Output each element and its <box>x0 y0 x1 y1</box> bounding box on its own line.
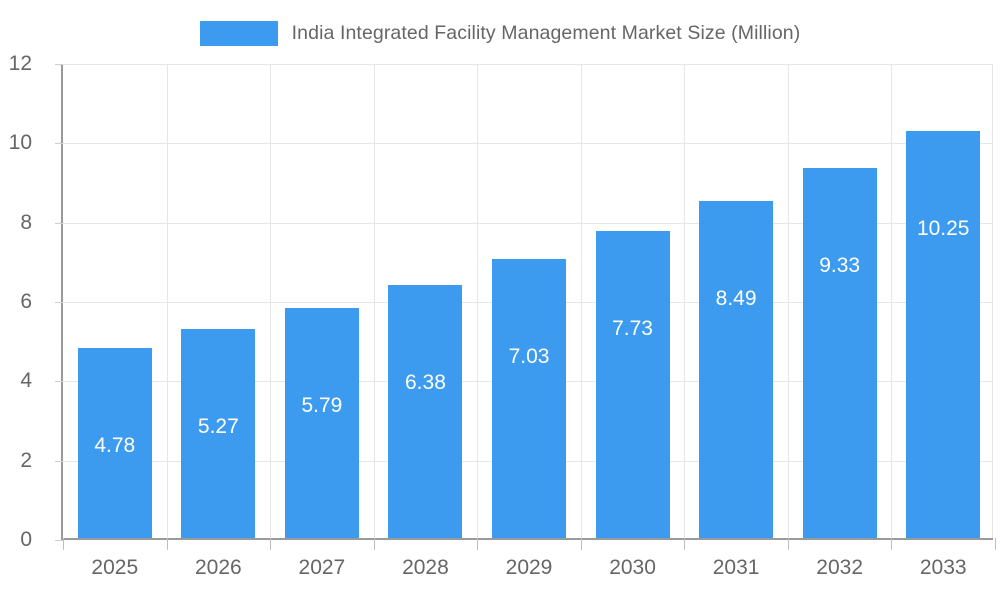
category-separator <box>684 64 686 538</box>
y-tick-mark <box>55 381 63 383</box>
bar-value-label: 5.79 <box>301 394 343 418</box>
x-axis-label: 2031 <box>712 556 760 579</box>
y-tick-mark <box>55 64 63 65</box>
bar[interactable]: 7.03 <box>492 259 566 538</box>
bar-value-label: 7.03 <box>508 345 550 369</box>
x-tick-mark <box>787 538 789 550</box>
legend-color-swatch[interactable] <box>199 20 278 46</box>
category-separator <box>270 64 272 538</box>
bar-value-label: 6.38 <box>405 370 446 394</box>
bar[interactable]: 5.27 <box>181 328 256 538</box>
x-axis-label: 2027 <box>298 556 346 579</box>
bar[interactable]: 9.33 <box>802 167 877 538</box>
bar[interactable]: 8.49 <box>699 201 774 538</box>
x-axis-label: 2033 <box>919 556 967 579</box>
category-separator <box>891 64 893 538</box>
y-axis-label: 0 <box>20 528 32 551</box>
bar-value-label: 10.25 <box>916 217 970 241</box>
x-tick-mark <box>891 538 893 550</box>
plot-area: 0 2 4 6 8 10 12 4.78 5.27 5.79 6.38 7.03 7.73 8.49 9.… <box>9 52 996 579</box>
bar[interactable]: 4.78 <box>77 348 152 538</box>
bar-value-label: 9.33 <box>819 253 861 277</box>
bar[interactable]: 6.38 <box>388 284 463 538</box>
y-axis-label: 8 <box>20 210 32 234</box>
bar[interactable]: 10.25 <box>906 131 981 538</box>
y-axis-label: 6 <box>20 290 32 313</box>
x-tick-mark <box>477 538 479 550</box>
y-tick-mark <box>55 143 63 145</box>
category-separator <box>166 64 168 538</box>
legend-label[interactable]: India Integrated Facility Management Mar… <box>291 21 801 44</box>
bar-value-label: 7.73 <box>612 317 653 341</box>
category-separator <box>373 64 375 538</box>
chart-legend: India Integrated Facility Management Mar… <box>0 14 1000 52</box>
x-axis-label: 2026 <box>194 556 242 579</box>
y-axis-label: 2 <box>20 448 32 472</box>
x-tick-mark <box>373 538 375 550</box>
category-separator <box>787 64 789 538</box>
x-axis-label: 2025 <box>91 556 139 579</box>
y-axis-label: 12 <box>8 52 32 75</box>
gridline <box>63 64 993 65</box>
bar[interactable]: 7.73 <box>595 231 670 538</box>
y-axis-label: 4 <box>20 369 32 393</box>
x-axis-label: 2029 <box>505 556 553 579</box>
x-tick-mark <box>580 538 582 550</box>
gridline <box>63 143 993 145</box>
y-tick-mark <box>55 460 63 462</box>
bar[interactable]: 5.79 <box>284 308 359 538</box>
category-separator <box>477 64 479 538</box>
x-axis-label: 2032 <box>816 556 864 579</box>
x-tick-mark <box>166 538 168 550</box>
bar-value-label: 8.49 <box>715 287 757 311</box>
gridline <box>63 222 993 224</box>
x-tick-mark <box>63 538 64 550</box>
bar-value-label: 5.27 <box>197 414 239 438</box>
y-tick-mark <box>55 222 63 224</box>
x-tick-mark <box>684 538 686 550</box>
x-axis-label: 2030 <box>609 556 656 579</box>
y-tick-mark <box>55 302 63 303</box>
x-axis-label: 2028 <box>402 556 449 579</box>
y-axis-label: 10 <box>8 131 32 155</box>
x-tick-mark <box>995 538 996 550</box>
category-separator <box>580 64 582 538</box>
y-tick-mark <box>55 540 63 541</box>
bar-value-label: 4.78 <box>94 434 136 458</box>
x-tick-mark <box>270 538 272 550</box>
